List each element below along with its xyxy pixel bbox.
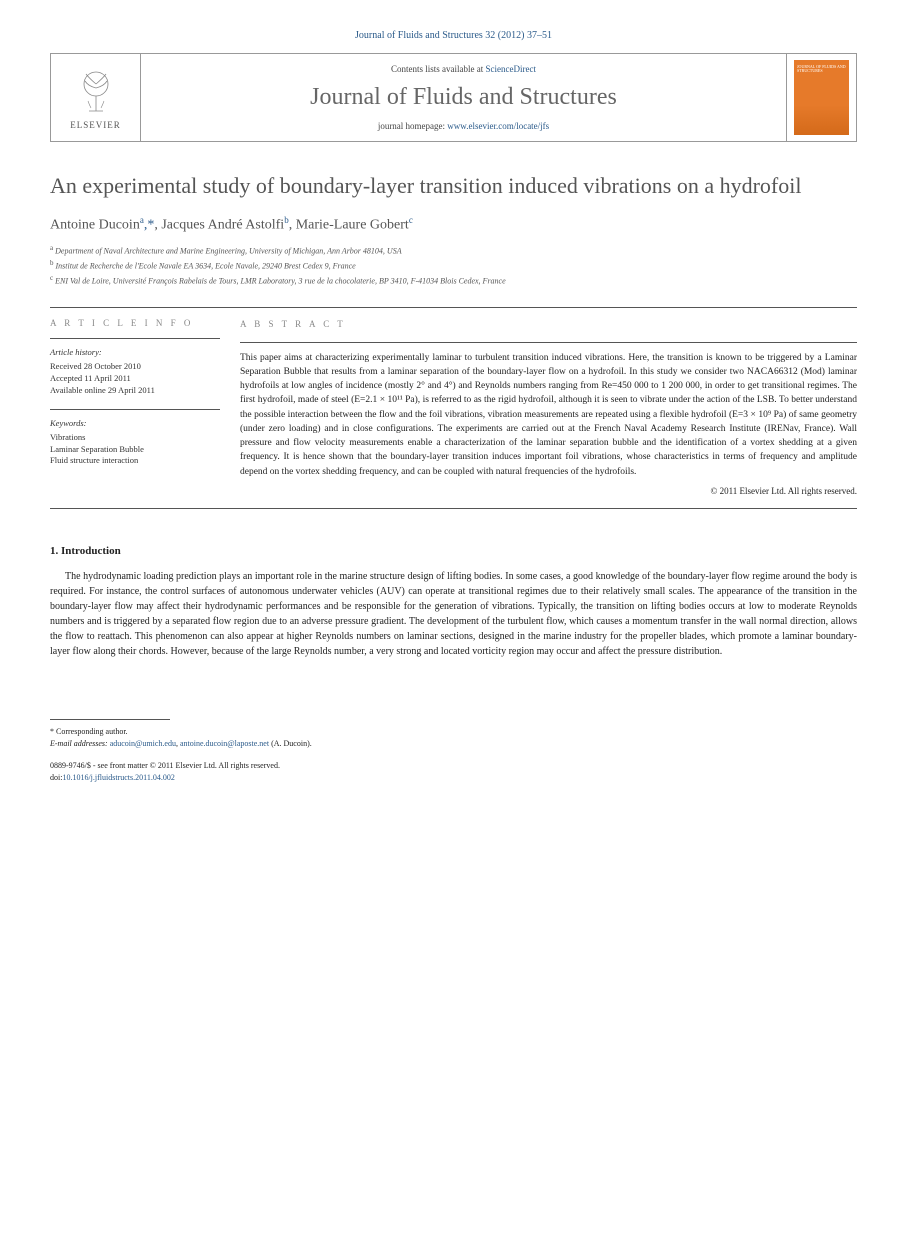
homepage-line: journal homepage: www.elsevier.com/locat… xyxy=(151,121,776,131)
abstract-copyright: © 2011 Elsevier Ltd. All rights reserved… xyxy=(240,485,857,499)
homepage-prefix: journal homepage: xyxy=(378,121,447,131)
article-info-column: A R T I C L E I N F O Article history: R… xyxy=(50,318,240,498)
doi-line: doi:10.1016/j.jfluidstructs.2011.04.002 xyxy=(50,772,857,783)
author-2-affil: b xyxy=(284,215,289,225)
email-line: E-mail addresses: aducoin@umich.edu, ant… xyxy=(50,738,857,750)
keyword-2: Laminar Separation Bubble xyxy=(50,444,220,456)
footer-meta: 0889-9746/$ - see front matter © 2011 El… xyxy=(50,760,857,782)
doi-link[interactable]: 10.1016/j.jfluidstructs.2011.04.002 xyxy=(62,773,174,782)
divider-keywords xyxy=(50,409,220,410)
affil-a-text: Department of Naval Architecture and Mar… xyxy=(55,247,401,256)
intro-paragraph-1: The hydrodynamic loading prediction play… xyxy=(50,569,857,659)
article-title: An experimental study of boundary-layer … xyxy=(50,172,857,201)
affiliation-c: c ENI Val de Loire, Université François … xyxy=(50,273,857,288)
publisher-name: ELSEVIER xyxy=(70,120,121,130)
article-history: Article history: Received 28 October 201… xyxy=(50,347,220,397)
authors-line: Antoine Ducoina,*, Jacques André Astolfi… xyxy=(50,215,857,234)
homepage-link[interactable]: www.elsevier.com/locate/jfs xyxy=(447,121,549,131)
affil-c-text: ENI Val de Loire, Université François Ra… xyxy=(55,276,506,285)
article-info-heading: A R T I C L E I N F O xyxy=(50,318,220,328)
issn-line: 0889-9746/$ - see front matter © 2011 El… xyxy=(50,760,857,771)
divider-top xyxy=(50,307,857,308)
info-abstract-row: A R T I C L E I N F O Article history: R… xyxy=(50,318,857,498)
journal-reference: Journal of Fluids and Structures 32 (201… xyxy=(50,30,857,41)
sciencedirect-link[interactable]: ScienceDirect xyxy=(486,64,536,74)
corresponding-star: ,* xyxy=(144,217,155,232)
cover-text: JOURNAL OF FLUIDS AND STRUCTURES xyxy=(797,65,846,74)
keywords-label: Keywords: xyxy=(50,418,220,430)
corresponding-author-label: * Corresponding author. xyxy=(50,726,857,738)
keyword-3: Fluid structure interaction xyxy=(50,455,220,467)
affil-b-text: Institut de Recherche de l'Ecole Navale … xyxy=(56,262,356,271)
abstract-column: A B S T R A C T This paper aims at chara… xyxy=(240,318,857,498)
publisher-logo-block: ELSEVIER xyxy=(51,54,141,141)
author-3-affil: c xyxy=(409,215,413,225)
elsevier-tree-icon xyxy=(71,66,121,116)
footnote-block: * Corresponding author. E-mail addresses… xyxy=(50,726,857,750)
keyword-1: Vibrations xyxy=(50,432,220,444)
doi-label: doi: xyxy=(50,773,62,782)
intro-heading: 1. Introduction xyxy=(50,545,857,557)
email-link-1[interactable]: aducoin@umich.edu xyxy=(110,739,176,748)
footnote-separator xyxy=(50,719,170,720)
journal-cover-thumbnail: JOURNAL OF FLUIDS AND STRUCTURES xyxy=(794,60,849,135)
divider-abstract xyxy=(240,342,857,343)
contents-available-line: Contents lists available at ScienceDirec… xyxy=(151,64,776,74)
email-link-2[interactable]: antoine.ducoin@laposte.net xyxy=(180,739,269,748)
header-center: Contents lists available at ScienceDirec… xyxy=(141,54,786,141)
abstract-heading: A B S T R A C T xyxy=(240,318,857,332)
keywords-block: Keywords: Vibrations Laminar Separation … xyxy=(50,418,220,468)
email-suffix: (A. Ducoin). xyxy=(271,739,312,748)
affiliation-a: a Department of Naval Architecture and M… xyxy=(50,243,857,258)
divider-info xyxy=(50,338,220,339)
journal-header-box: ELSEVIER Contents lists available at Sci… xyxy=(50,53,857,142)
author-1: Antoine Ducoin xyxy=(50,217,140,232)
abstract-text: This paper aims at characterizing experi… xyxy=(240,351,857,479)
cover-thumbnail-block: JOURNAL OF FLUIDS AND STRUCTURES xyxy=(786,54,856,141)
author-2: Jacques André Astolfi xyxy=(161,217,284,232)
divider-bottom xyxy=(50,508,857,509)
journal-title: Journal of Fluids and Structures xyxy=(151,84,776,111)
affiliation-b: b Institut de Recherche de l'Ecole Naval… xyxy=(50,258,857,273)
affiliations: a Department of Naval Architecture and M… xyxy=(50,243,857,287)
received-date: Received 28 October 2010 xyxy=(50,361,220,373)
history-label: Article history: xyxy=(50,347,220,359)
author-3: Marie-Laure Gobert xyxy=(296,217,409,232)
email-label: E-mail addresses: xyxy=(50,739,108,748)
accepted-date: Accepted 11 April 2011 xyxy=(50,373,220,385)
online-date: Available online 29 April 2011 xyxy=(50,385,220,397)
contents-prefix: Contents lists available at xyxy=(391,64,485,74)
